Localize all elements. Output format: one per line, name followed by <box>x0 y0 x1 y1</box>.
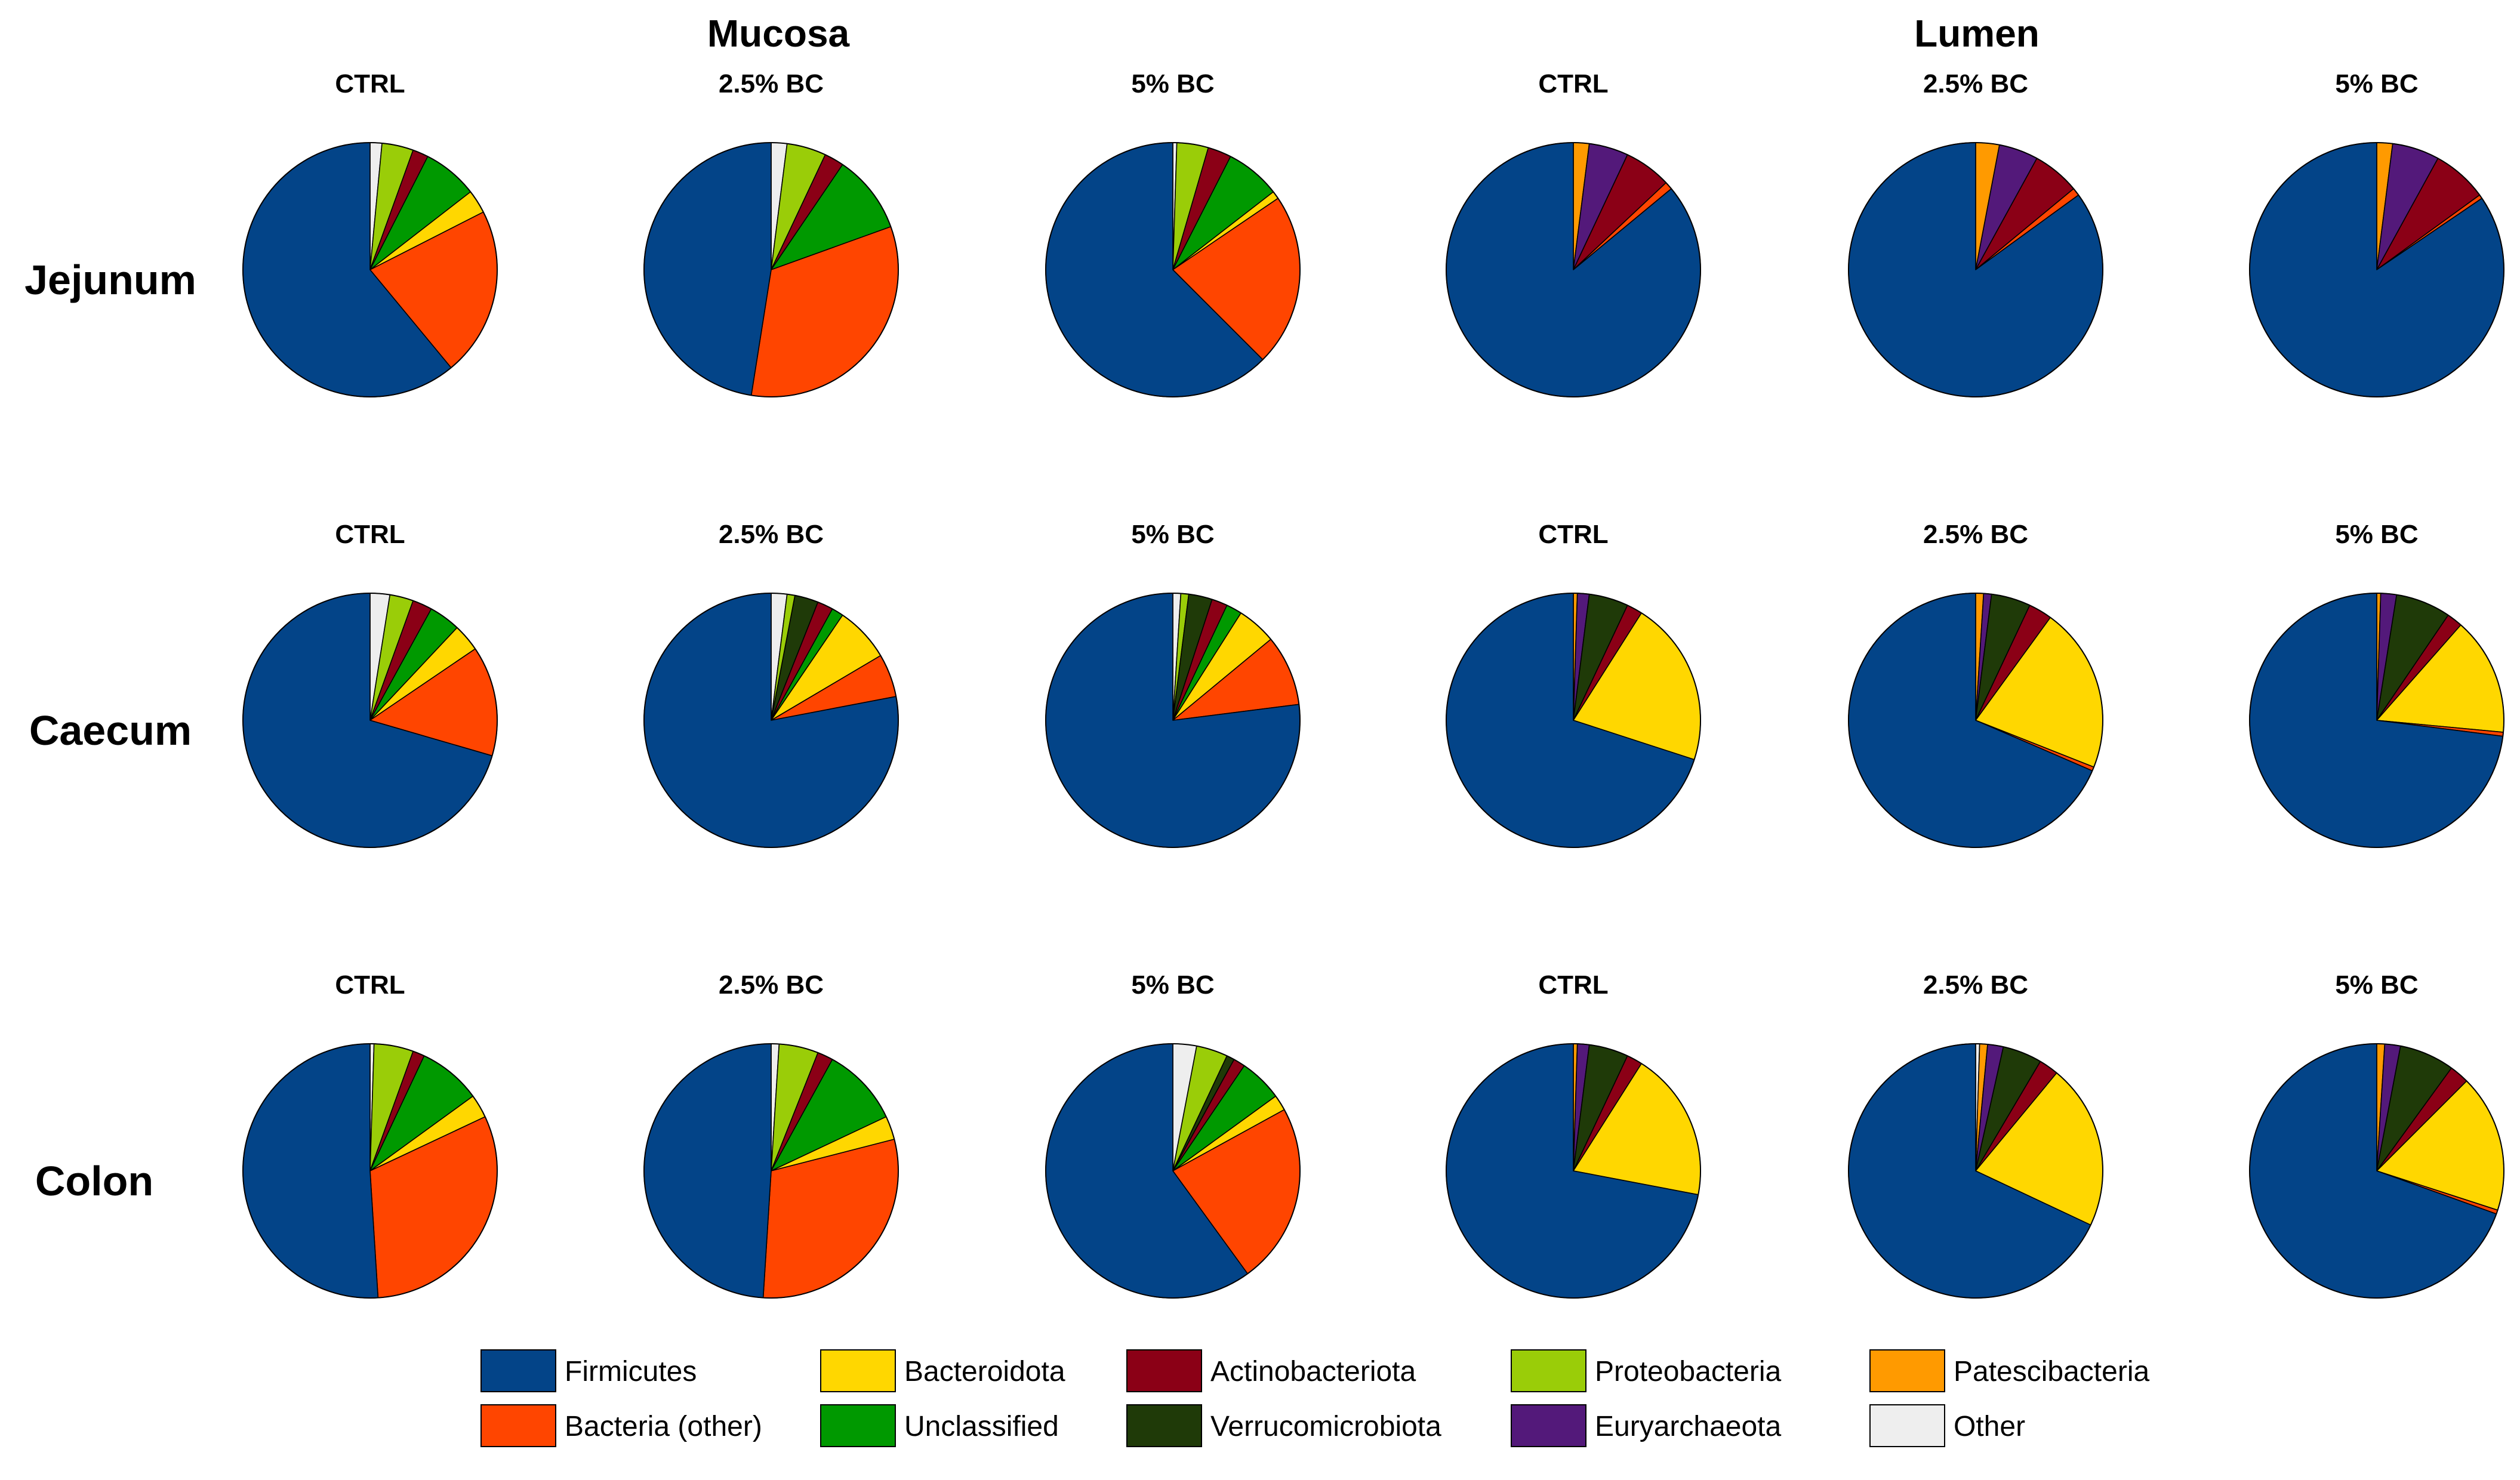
legend-item-unclassified: Unclassified <box>820 1404 1059 1447</box>
column-title-caecum-mucosa-ctrl: CTRL <box>335 520 405 549</box>
pie-caecum-lumen-ctrl <box>1446 593 1701 848</box>
pie-caecum-mucosa-2-5-bc <box>643 593 899 848</box>
pie-jejunum-mucosa-ctrl <box>242 142 498 397</box>
pie-jejunum-lumen-ctrl <box>1446 142 1701 397</box>
legend-item-euryarchaeota: Euryarchaeota <box>1511 1404 1781 1447</box>
column-title-colon-lumen-2-5-bc: 2.5% BC <box>1923 970 2028 1000</box>
legend-item-bacteroidota: Bacteroidota <box>820 1349 1065 1392</box>
column-title-colon-mucosa-ctrl: CTRL <box>335 970 405 1000</box>
legend-item-proteobacteria: Proteobacteria <box>1511 1349 1781 1392</box>
pie-colon-mucosa-ctrl-slice-firmicutes <box>242 1043 379 1299</box>
group-titles: Mucosa Lumen <box>707 12 2040 55</box>
legend-label-bacteria-other: Bacteria (other) <box>565 1411 762 1442</box>
column-title-colon-mucosa-5-bc: 5% BC <box>1131 970 1214 1000</box>
legend-label-patescibacteria: Patescibacteria <box>1954 1356 2149 1388</box>
legend-item-verrucomicrobiota: Verrucomicrobiota <box>1126 1404 1441 1447</box>
column-title-jejunum-lumen-ctrl: CTRL <box>1538 69 1608 98</box>
column-title-colon-lumen-ctrl: CTRL <box>1538 970 1608 1000</box>
pie-jejunum-mucosa-2-5-bc-outline <box>643 142 899 397</box>
legend: Firmicutes Bacteria (other) Bacteroidota Un… <box>480 1349 2149 1447</box>
column-title-colon-mucosa-2-5-bc: 2.5% BC <box>719 970 824 1000</box>
legend-swatch-bacteria-other <box>480 1404 556 1447</box>
pie-jejunum-lumen-2-5-bc-outline <box>1848 142 2103 397</box>
pie-jejunum-mucosa-5-bc <box>1045 142 1301 397</box>
column-title-caecum-mucosa-5-bc: 5% BC <box>1131 520 1214 549</box>
legend-swatch-other <box>1869 1404 1945 1447</box>
pie-jejunum-mucosa-ctrl-outline <box>242 142 498 397</box>
legend-item-other: Other <box>1869 1404 2025 1447</box>
pie-caecum-lumen-5-bc <box>2249 593 2504 848</box>
pie-jejunum-mucosa-5-bc-outline <box>1045 142 1301 397</box>
pie-colon-mucosa-2-5-bc <box>643 1043 899 1299</box>
pie-caecum-mucosa-ctrl <box>242 593 498 848</box>
pie-colon-mucosa-ctrl-outline <box>242 1043 498 1299</box>
pie-caecum-mucosa-ctrl-outline <box>242 593 498 848</box>
legend-swatch-actinobacteriota <box>1126 1349 1202 1392</box>
pie-colon-lumen-2-5-bc <box>1848 1043 2103 1299</box>
row-label-jejunum: Jejunum <box>24 257 196 303</box>
column-title-caecum-lumen-ctrl: CTRL <box>1538 520 1608 549</box>
pie-colon-lumen-5-bc <box>2249 1043 2504 1299</box>
pie-colon-lumen-ctrl-outline <box>1446 1043 1701 1299</box>
pie-jejunum-lumen-5-bc-outline <box>2249 142 2504 397</box>
row-label-caecum: Caecum <box>29 707 192 754</box>
pie-colon-mucosa-5-bc-outline <box>1045 1043 1301 1299</box>
pie-colon-mucosa-ctrl <box>242 1043 498 1299</box>
group-title-mucosa: Mucosa <box>707 12 850 55</box>
legend-label-bacteroidota: Bacteroidota <box>904 1356 1065 1388</box>
legend-label-proteobacteria: Proteobacteria <box>1595 1356 1781 1388</box>
legend-swatch-patescibacteria <box>1869 1349 1945 1392</box>
pie-colon-lumen-2-5-bc-outline <box>1848 1043 2103 1299</box>
pie-colon-mucosa-2-5-bc-slice-firmicutes <box>643 1043 772 1299</box>
pie-jejunum-mucosa-2-5-bc <box>643 142 899 397</box>
column-title-jejunum-mucosa-5-bc: 5% BC <box>1131 69 1214 98</box>
pie-colon-mucosa-2-5-bc-outline <box>643 1043 899 1299</box>
legend-label-verrucomicrobiota: Verrucomicrobiota <box>1210 1411 1441 1442</box>
legend-label-other: Other <box>1954 1411 2025 1442</box>
column-titles: CTRL 2.5% BC 5% BC CTRL 2.5% BC 5% BC CTRL 2.5%… <box>335 69 2418 1000</box>
pie-caecum-mucosa-2-5-bc-outline <box>643 593 899 848</box>
legend-item-patescibacteria: Patescibacteria <box>1869 1349 2149 1392</box>
pie-colon-mucosa-5-bc <box>1045 1043 1301 1299</box>
pie-jejunum-mucosa-2-5-bc-slice-firmicutes <box>643 142 772 396</box>
column-title-jejunum-mucosa-ctrl: CTRL <box>335 69 405 98</box>
pie-caecum-lumen-5-bc-outline <box>2249 593 2504 848</box>
legend-swatch-proteobacteria <box>1511 1349 1586 1392</box>
pie-caecum-lumen-2-5-bc-outline <box>1848 593 2103 848</box>
legend-swatch-euryarchaeota <box>1511 1404 1586 1447</box>
pie-colon-lumen-ctrl <box>1446 1043 1701 1299</box>
pie-caecum-mucosa-5-bc <box>1045 593 1301 848</box>
group-title-lumen: Lumen <box>1914 12 2040 55</box>
column-title-caecum-lumen-2-5-bc: 2.5% BC <box>1923 520 2028 549</box>
pies <box>242 142 2504 1299</box>
legend-swatch-firmicutes <box>480 1349 556 1392</box>
pie-colon-lumen-5-bc-outline <box>2249 1043 2504 1299</box>
pie-jejunum-lumen-ctrl-outline <box>1446 142 1701 397</box>
legend-label-euryarchaeota: Euryarchaeota <box>1595 1411 1781 1442</box>
column-title-colon-lumen-5-bc: 5% BC <box>2335 970 2418 1000</box>
column-title-jejunum-lumen-5-bc: 5% BC <box>2335 69 2418 98</box>
row-label-colon: Colon <box>35 1158 153 1204</box>
legend-label-actinobacteriota: Actinobacteriota <box>1210 1356 1416 1388</box>
pie-caecum-mucosa-5-bc-outline <box>1045 593 1301 848</box>
pie-caecum-lumen-ctrl-outline <box>1446 593 1701 848</box>
legend-swatch-bacteroidota <box>820 1349 896 1392</box>
column-title-jejunum-lumen-2-5-bc: 2.5% BC <box>1923 69 2028 98</box>
legend-swatch-unclassified <box>820 1404 896 1447</box>
legend-item-firmicutes: Firmicutes <box>480 1349 697 1392</box>
legend-item-bacteria-other: Bacteria (other) <box>480 1404 762 1447</box>
legend-label-unclassified: Unclassified <box>904 1411 1059 1442</box>
column-title-jejunum-mucosa-2-5-bc: 2.5% BC <box>719 69 824 98</box>
pie-caecum-lumen-2-5-bc <box>1848 593 2103 848</box>
column-title-caecum-lumen-5-bc: 5% BC <box>2335 520 2418 549</box>
column-title-caecum-mucosa-2-5-bc: 2.5% BC <box>719 520 824 549</box>
legend-swatch-verrucomicrobiota <box>1126 1404 1202 1447</box>
row-labels: Jejunum Caecum Colon <box>24 257 196 1204</box>
pie-jejunum-lumen-5-bc <box>2249 142 2504 397</box>
legend-item-actinobacteriota: Actinobacteriota <box>1126 1349 1416 1392</box>
pie-jejunum-lumen-2-5-bc <box>1848 142 2103 397</box>
legend-label-firmicutes: Firmicutes <box>565 1356 697 1388</box>
